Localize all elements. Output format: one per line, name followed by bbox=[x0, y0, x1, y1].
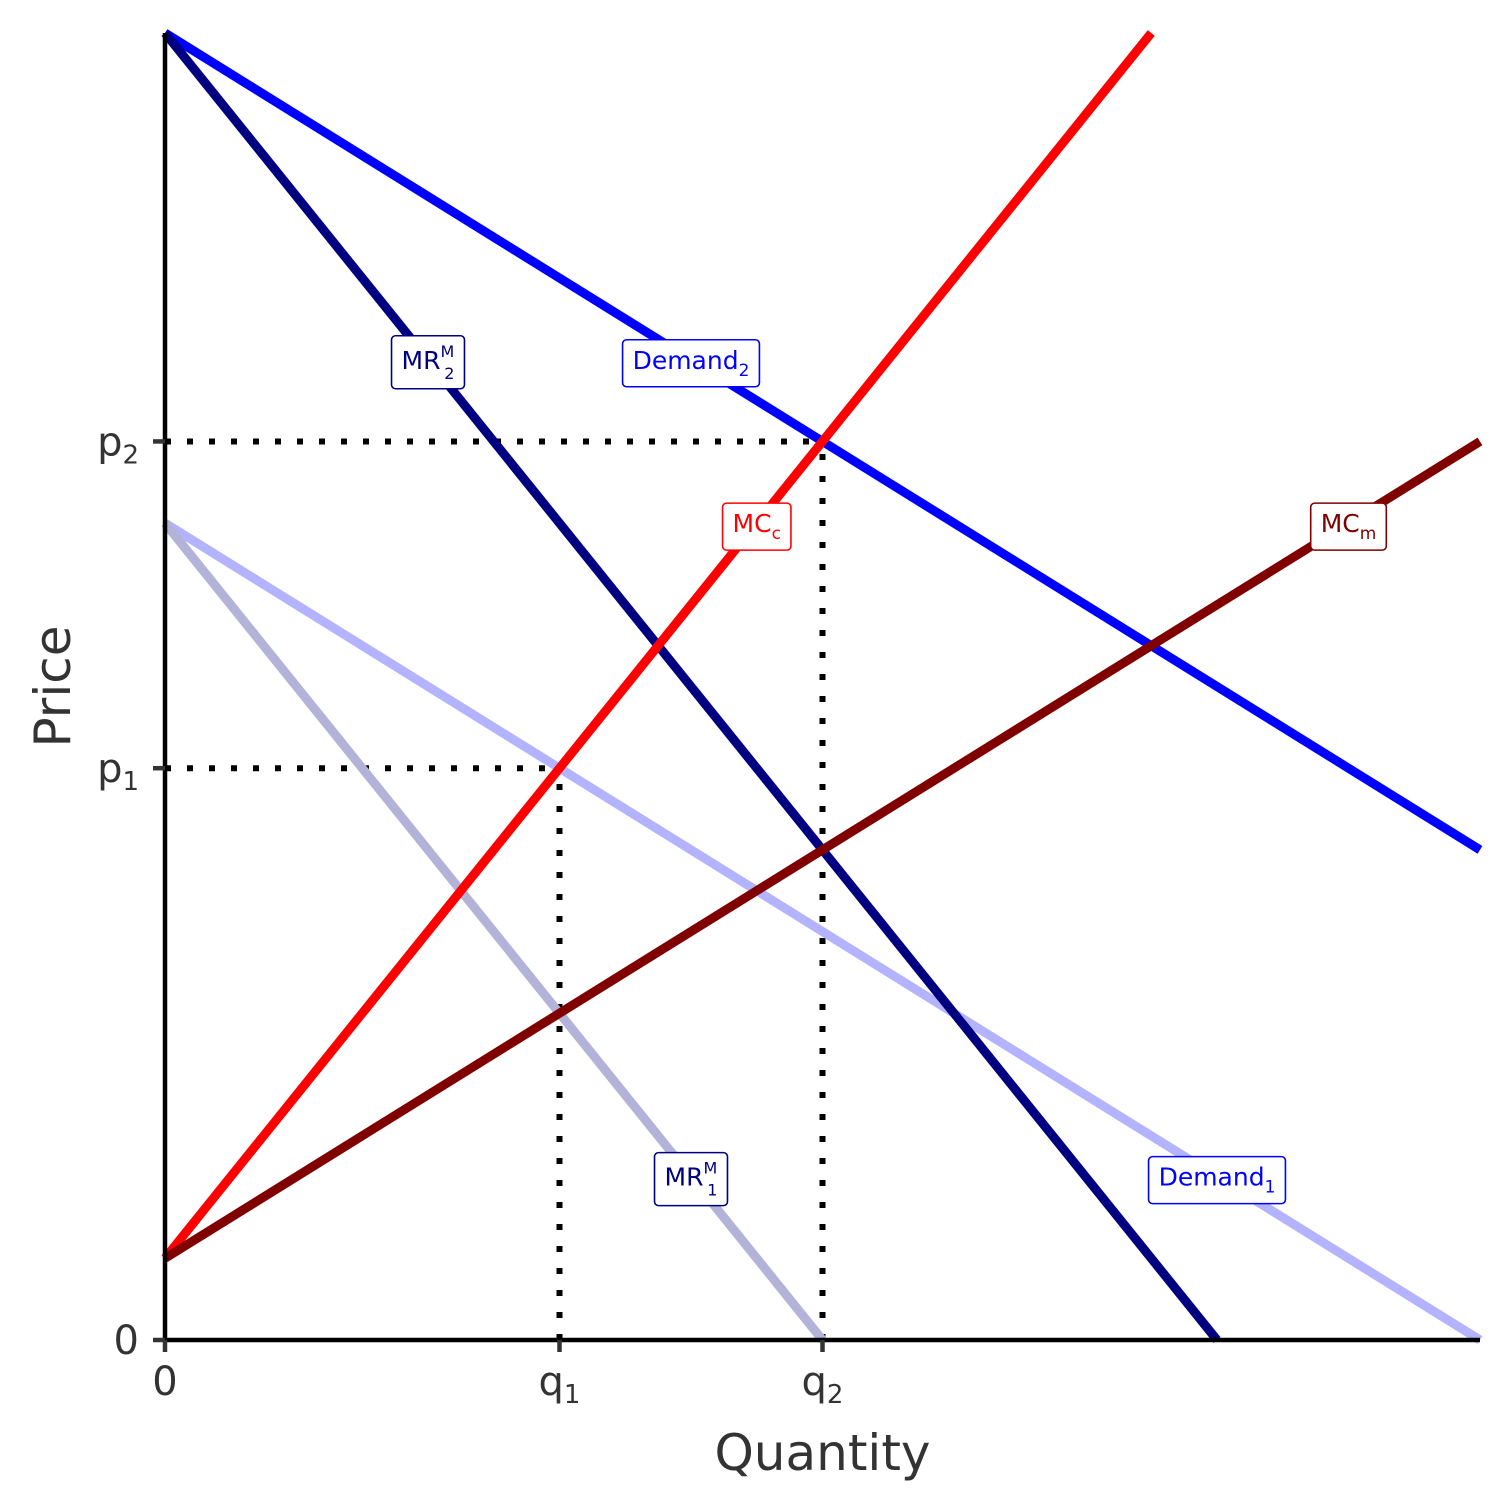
x-tick-label-2: q1 bbox=[539, 1359, 581, 1410]
y-tick-label-2: p1 bbox=[97, 746, 139, 797]
series-line-mr1m bbox=[161, 520, 827, 1343]
series-label-demand1: Demand1 bbox=[1147, 1155, 1287, 1205]
x-axis-title: Quantity bbox=[714, 1424, 930, 1482]
series-label-demand2: Demand2 bbox=[621, 338, 761, 388]
guide-lines bbox=[165, 438, 826, 1340]
series-label-mr1m: MRM 1 bbox=[653, 1151, 729, 1207]
y-tick-label-3: p2 bbox=[97, 419, 139, 470]
series-line-mcc bbox=[161, 30, 1155, 1262]
y-tick-label-1: 0 bbox=[114, 1318, 139, 1364]
series-label-mcm: MCm bbox=[1309, 502, 1388, 551]
tick-labels: 0 q1 q2 0 p1 p2 bbox=[97, 419, 843, 1410]
axes bbox=[162, 33, 1480, 1343]
series-line-mr2m bbox=[161, 30, 1221, 1343]
y-axis-title: Price bbox=[24, 626, 82, 748]
series-label-mr2m: MRM 2 bbox=[390, 334, 466, 390]
series-label-mcc: MCc bbox=[721, 502, 792, 551]
x-tick-label-3: q2 bbox=[802, 1359, 844, 1410]
series-line-demand1 bbox=[162, 519, 1483, 1344]
series-lines bbox=[161, 29, 1483, 1344]
series-line-mcm bbox=[162, 437, 1483, 1263]
series-labels: MRM 2 Demand2 MCc MCm MRM 1 Demand1 bbox=[390, 334, 1388, 1207]
x-tick-label-1: 0 bbox=[152, 1359, 177, 1405]
